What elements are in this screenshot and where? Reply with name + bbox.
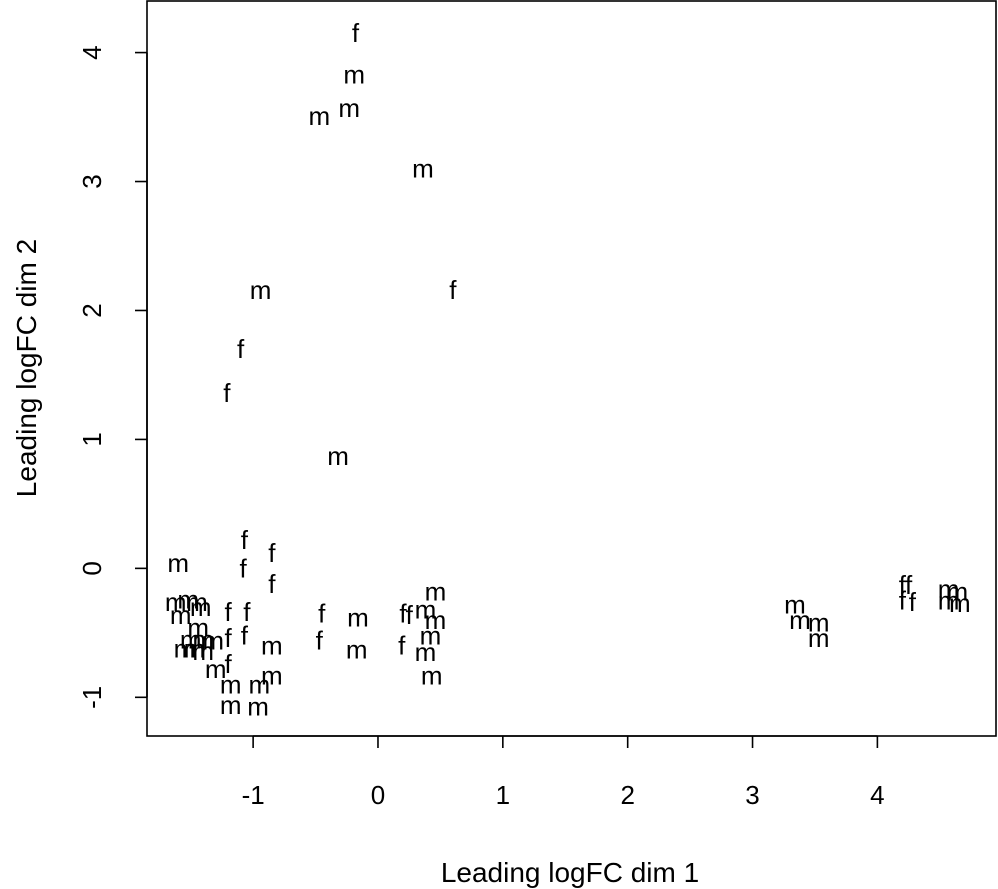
data-point: m [949, 588, 971, 618]
data-point: f [316, 626, 324, 656]
plot-frame [146, 0, 997, 737]
data-point: m [789, 605, 811, 635]
data-point: m [425, 577, 447, 607]
y-tick-label: 4 [77, 45, 107, 59]
data-point: f [241, 525, 249, 555]
y-axis: -1 0 1 2 3 4 [77, 45, 148, 709]
data-point: f [899, 570, 907, 600]
data-point: f [225, 597, 233, 627]
data-point: m [415, 637, 437, 667]
data-point: m [190, 592, 212, 622]
data-point: m [784, 589, 806, 619]
data-point: m [186, 587, 208, 617]
data-point: f [268, 569, 276, 599]
data-point: m [184, 633, 206, 663]
data-point: m [202, 626, 224, 656]
data-point: m [192, 624, 214, 654]
data-point: f [905, 570, 913, 600]
x-tick-label: 1 [496, 780, 510, 810]
data-point: m [420, 620, 442, 650]
data-point: m [174, 633, 196, 663]
data-point: m [938, 586, 960, 616]
data-point: m [187, 613, 209, 643]
data-point: m [808, 623, 830, 653]
data-point: m [346, 635, 368, 665]
data-point: m [177, 584, 199, 614]
data-point: m [220, 669, 242, 699]
data-point: f [398, 631, 406, 661]
data-point: f [223, 378, 231, 408]
data-point: m [249, 669, 271, 699]
data-point: m [421, 660, 443, 690]
data-point: f [899, 586, 907, 616]
data-point: m [170, 600, 192, 630]
x-tick-label: -1 [242, 780, 265, 810]
data-point: f [241, 620, 249, 650]
x-axis: -1 0 1 2 3 4 [242, 735, 885, 810]
data-point: m [247, 691, 269, 721]
data-point: m [415, 595, 437, 625]
x-tick-label: 2 [620, 780, 634, 810]
data-point: f [399, 599, 407, 629]
data-point: f [449, 275, 457, 305]
data-point: m [425, 605, 447, 635]
data-point: m [938, 574, 960, 604]
data-point: m [180, 624, 202, 654]
x-tick-label: 4 [870, 780, 884, 810]
data-point: m [808, 608, 830, 638]
data-point: f [352, 18, 360, 48]
data-point: m [347, 602, 369, 632]
data-point: m [261, 660, 283, 690]
data-point: m [165, 587, 187, 617]
data-point: m [343, 60, 365, 90]
y-tick-label: 0 [77, 561, 107, 575]
data-point: f [225, 623, 233, 653]
data-point: f [909, 587, 917, 617]
x-tick-label: 0 [371, 780, 385, 810]
y-tick-label: 3 [77, 174, 107, 188]
data-point: m [338, 93, 360, 123]
data-point: f [243, 597, 251, 627]
data-point: m [192, 636, 214, 666]
x-tick-label: 3 [745, 780, 759, 810]
data-point: f [240, 553, 248, 583]
data-point: m [261, 631, 283, 661]
data-point: m [205, 654, 227, 684]
data-point: f [406, 600, 414, 630]
data-point: m [167, 548, 189, 578]
data-point: f [268, 538, 276, 568]
data-point: m [412, 154, 434, 184]
data-point: f [225, 649, 233, 679]
y-axis-title: Leading logFC dim 2 [11, 239, 42, 497]
x-axis-title: Leading logFC dim 1 [441, 857, 699, 888]
y-tick-label: 2 [77, 303, 107, 317]
data-point: f [318, 599, 326, 629]
data-point: m [327, 441, 349, 471]
data-point: m [946, 577, 968, 607]
y-tick-label: 1 [77, 432, 107, 446]
y-tick-label: -1 [77, 686, 107, 709]
data-point: m [308, 101, 330, 131]
data-point: m [250, 275, 272, 305]
data-point: f [237, 334, 245, 364]
data-point: m [220, 690, 242, 720]
